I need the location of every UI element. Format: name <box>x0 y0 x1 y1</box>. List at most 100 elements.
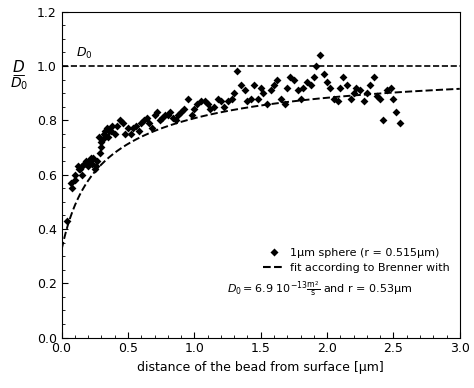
Point <box>270 82 278 88</box>
Point <box>146 120 153 126</box>
Point <box>68 185 76 191</box>
Point <box>191 106 198 113</box>
Point <box>132 123 140 129</box>
Point <box>326 85 334 91</box>
Point <box>334 98 341 104</box>
Point <box>193 101 201 107</box>
Point <box>121 131 129 137</box>
Point <box>228 95 235 102</box>
Point <box>103 125 110 132</box>
Point <box>87 155 95 161</box>
Point <box>317 52 324 58</box>
Text: D: D <box>13 61 25 75</box>
Point <box>98 144 105 151</box>
Point <box>135 128 142 134</box>
Point <box>98 139 105 145</box>
Point <box>363 90 371 96</box>
Point <box>250 82 258 88</box>
Point <box>237 82 245 88</box>
Point <box>310 74 318 80</box>
Point <box>84 163 92 170</box>
Point <box>106 128 113 134</box>
Point <box>174 112 182 118</box>
Point <box>63 218 71 224</box>
Point <box>172 117 180 123</box>
Point <box>300 85 307 91</box>
Point <box>114 123 121 129</box>
Point <box>88 161 96 167</box>
Point <box>140 117 148 123</box>
Point <box>264 101 271 107</box>
Point <box>83 161 91 167</box>
Point <box>82 158 89 164</box>
Point <box>111 131 118 137</box>
Point <box>230 90 238 96</box>
Point <box>90 155 97 161</box>
Point <box>297 95 304 102</box>
Point <box>74 163 82 170</box>
Point <box>71 171 79 178</box>
Text: $D_0$: $D_0$ <box>10 75 28 92</box>
Point <box>167 109 174 115</box>
Point <box>67 180 75 186</box>
Point <box>387 85 394 91</box>
Point <box>143 114 150 121</box>
Point <box>396 120 404 126</box>
Text: $D_0 = 6.9\ 10^{-13}\frac{\mathrm{m}^2}{\mathrm{s}}$ and r = 0.53μm: $D_0 = 6.9\ 10^{-13}\frac{\mathrm{m}^2}{… <box>227 279 412 298</box>
Point <box>169 114 177 121</box>
Point <box>339 74 347 80</box>
Point <box>283 85 291 91</box>
Point <box>247 95 255 102</box>
Point <box>75 166 82 172</box>
Point <box>151 112 158 118</box>
Point <box>307 82 315 88</box>
Point <box>260 90 267 96</box>
Text: $D_0$: $D_0$ <box>75 45 92 61</box>
Point <box>254 95 262 102</box>
Point <box>127 131 135 137</box>
Point <box>210 104 218 110</box>
Point <box>294 87 301 94</box>
Point <box>350 90 357 96</box>
Point <box>148 125 155 132</box>
Point <box>390 95 397 102</box>
Point <box>104 133 112 140</box>
Point <box>78 163 85 170</box>
Point <box>81 161 88 167</box>
Point <box>233 68 241 74</box>
Point <box>214 95 222 102</box>
Point <box>277 95 284 102</box>
Point <box>116 117 124 123</box>
Point <box>392 109 400 115</box>
Point <box>184 95 191 102</box>
Point <box>379 117 387 123</box>
Point <box>78 171 85 178</box>
Point <box>343 82 351 88</box>
Point <box>281 101 288 107</box>
Point <box>197 98 205 104</box>
Point <box>257 85 264 91</box>
Point <box>137 120 145 126</box>
Point <box>201 98 209 104</box>
Point <box>323 79 331 85</box>
Point <box>376 95 384 102</box>
Point <box>101 128 109 134</box>
Point <box>99 136 107 142</box>
Point <box>241 87 248 94</box>
Point <box>290 76 298 83</box>
Point <box>161 112 169 118</box>
Point <box>347 95 355 102</box>
Point <box>180 106 188 113</box>
Point <box>374 93 381 99</box>
Point <box>244 98 251 104</box>
Point <box>267 87 275 94</box>
Point <box>204 101 211 107</box>
Point <box>96 150 104 156</box>
Point <box>108 123 116 129</box>
Point <box>366 82 374 88</box>
Point <box>95 133 102 140</box>
Point <box>91 166 99 172</box>
Point <box>356 87 364 94</box>
Point <box>107 128 115 134</box>
Point <box>154 109 161 115</box>
